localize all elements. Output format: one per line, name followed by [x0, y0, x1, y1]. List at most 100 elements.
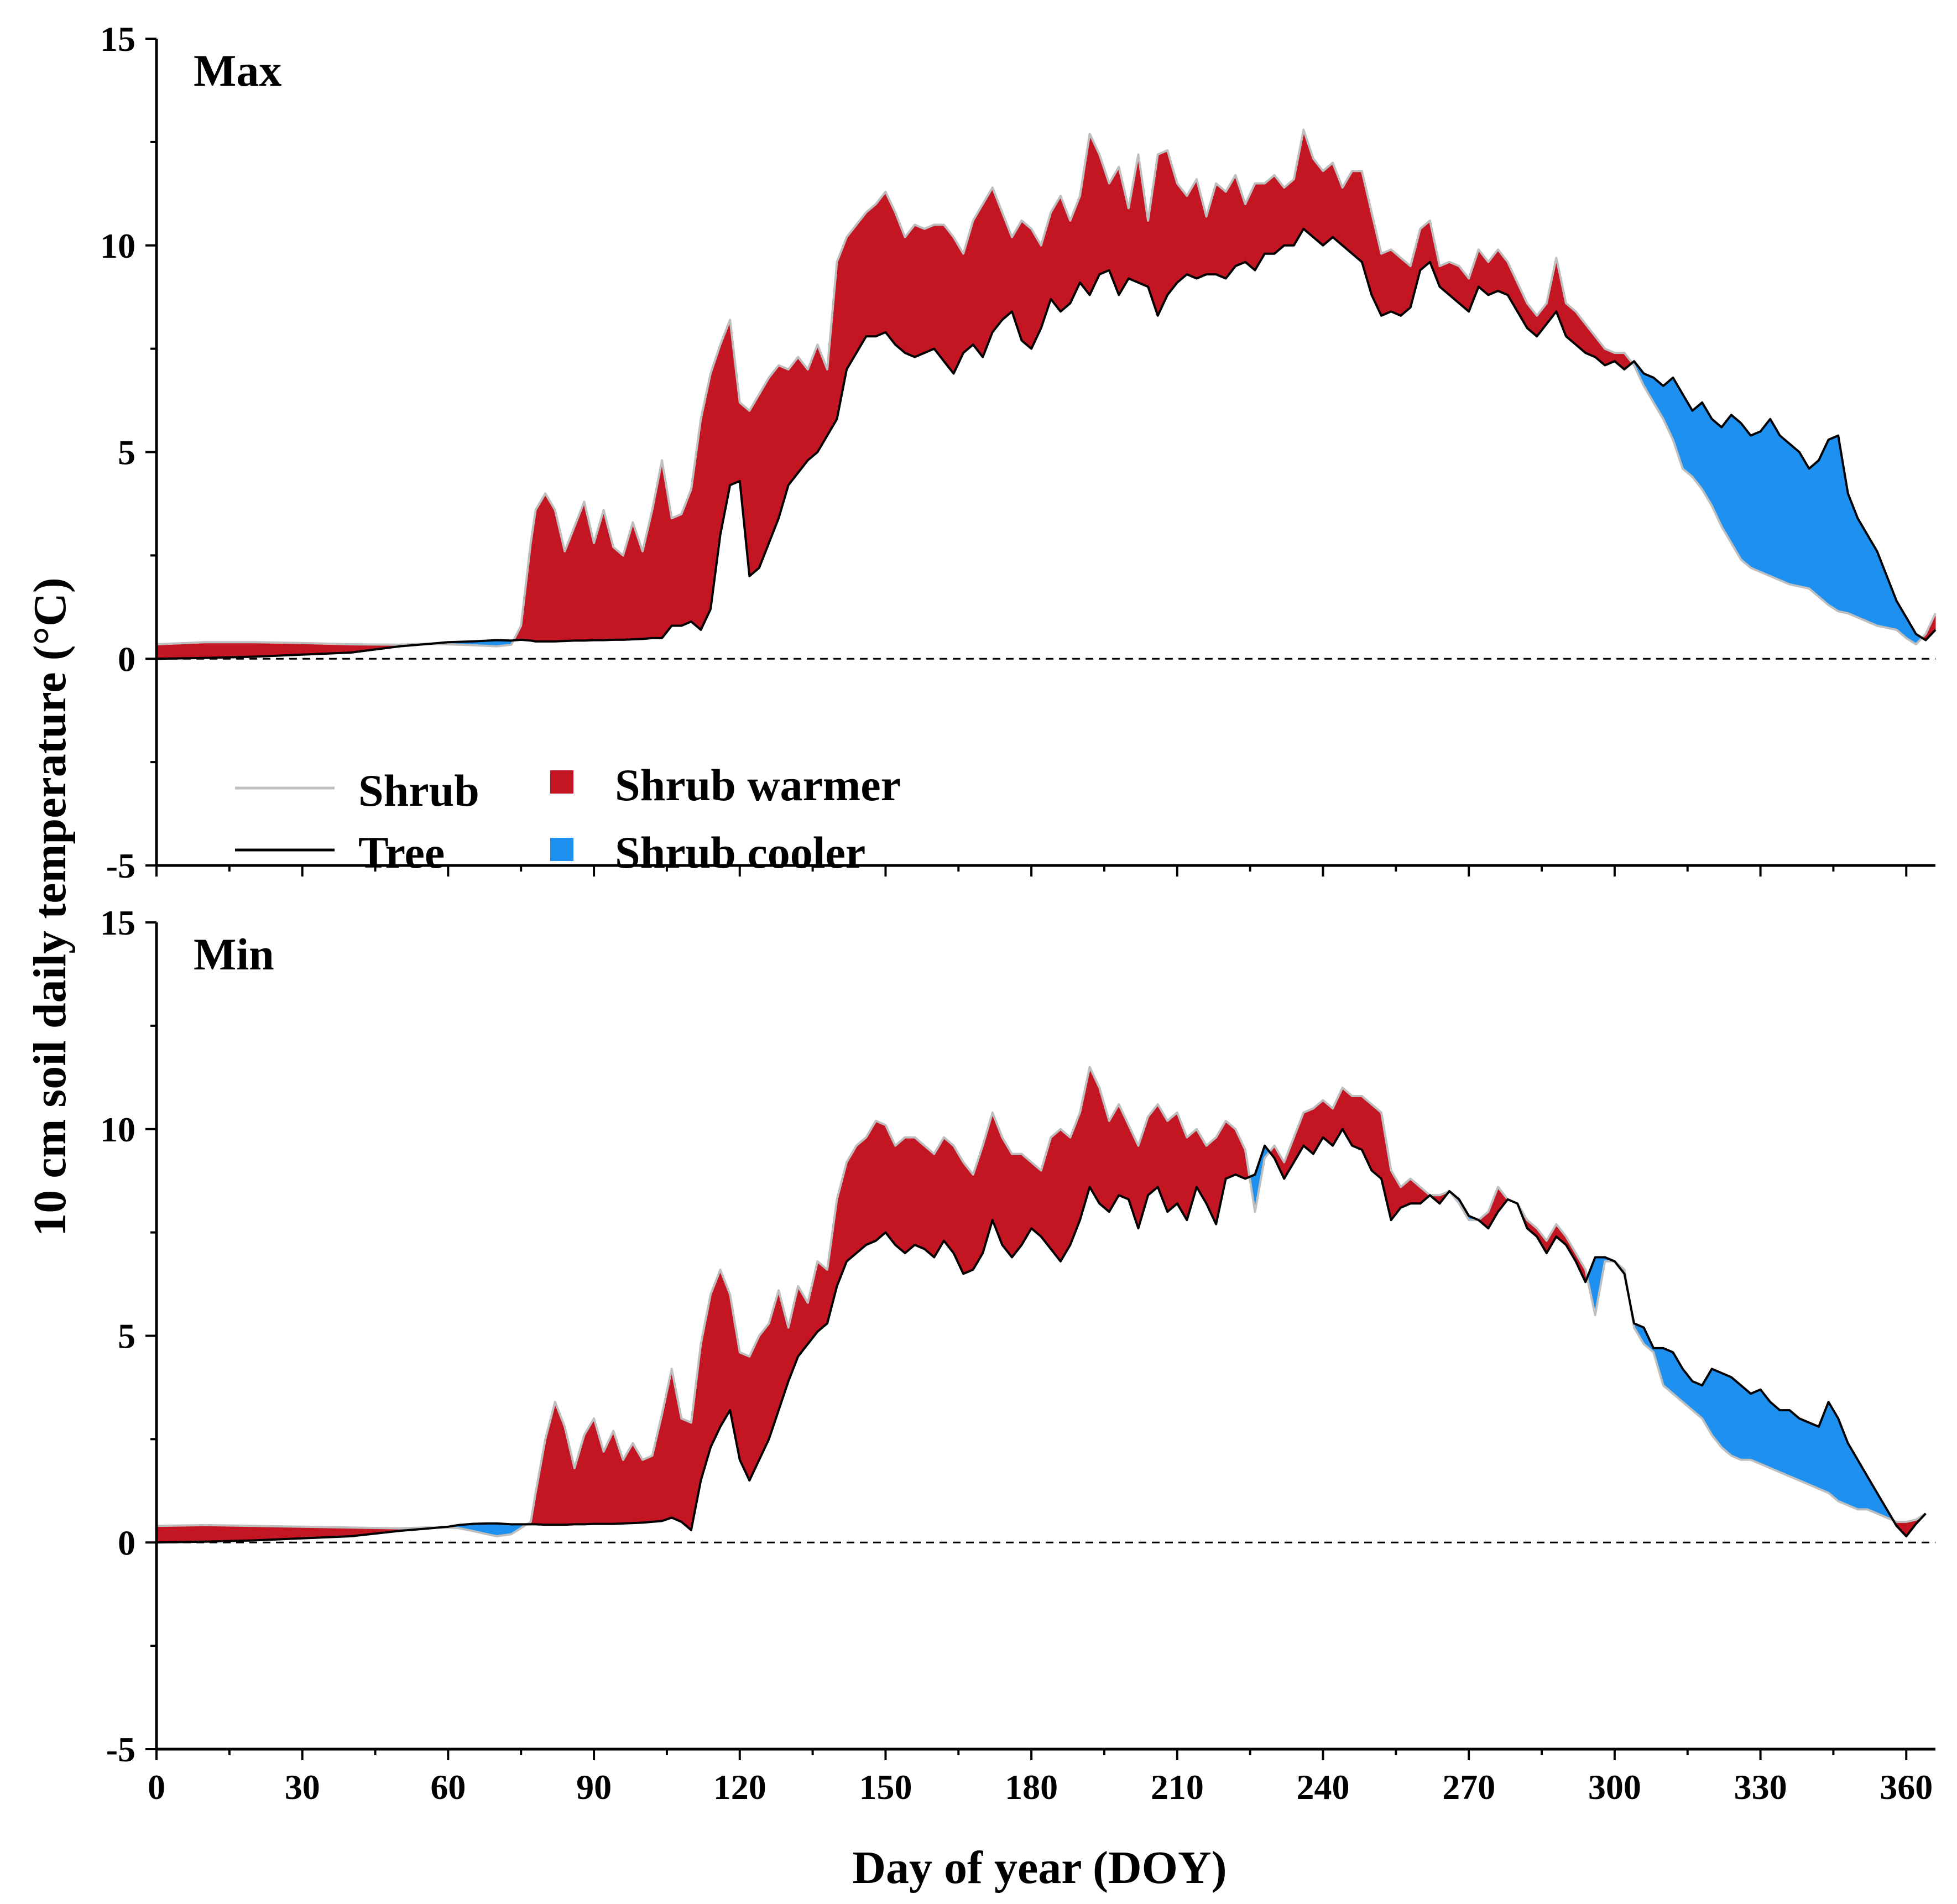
- shrub-warmer-area: [1157, 150, 1168, 316]
- shrub-warmer-area: [613, 546, 624, 640]
- shrub-warmer-area: [1323, 162, 1333, 246]
- shrub-warmer-area: [759, 377, 769, 568]
- shrub-warmer-area: [807, 1261, 818, 1345]
- panel-max: -5 0 5 10 15 Max: [100, 19, 1937, 885]
- shrub-cooler-area: [1886, 576, 1897, 630]
- y-tick-label: 15: [100, 19, 135, 59]
- shrub-warmer-area: [535, 492, 546, 642]
- x-tick-label: 210: [1151, 1767, 1204, 1807]
- shrub-line: [156, 1066, 1927, 1537]
- shrub-warmer-area: [1206, 1136, 1217, 1224]
- shrub-warmer-area: [1468, 249, 1479, 312]
- shrub-warmer-area: [914, 224, 925, 358]
- shrub-cooler-area: [1740, 422, 1751, 568]
- shrub-warmer-area: [933, 224, 944, 362]
- y-tick-label: 0: [118, 639, 135, 679]
- y-tick-label: 5: [118, 1317, 135, 1356]
- shrub-cooler-area: [1760, 418, 1771, 577]
- shrub-warmer-area: [797, 356, 808, 474]
- y-tick-label: 0: [118, 1523, 135, 1562]
- tree-line: [156, 227, 1937, 660]
- shrub-warmer-area: [1011, 1154, 1022, 1258]
- shrub-warmer-area: [807, 344, 818, 461]
- shrub-warmer-area: [1128, 154, 1139, 283]
- shrub-line: [156, 128, 1937, 648]
- shrub-warmer-area: [846, 223, 857, 371]
- shrub-warmer-area: [943, 223, 954, 374]
- x-axis-title: Day of year (DOY): [852, 1842, 1227, 1893]
- shrub-warmer-area: [642, 1455, 653, 1523]
- shrub-cooler-area: [1809, 460, 1819, 598]
- y-tick-label: -5: [106, 1730, 135, 1769]
- shrub-warmer-area: [720, 320, 730, 535]
- shrub-warmer-area: [1381, 249, 1392, 316]
- shrub-warmer-area: [982, 1112, 993, 1254]
- x-tick-label: 180: [1005, 1767, 1058, 1807]
- legend-shrub-label: Shrub: [358, 765, 479, 816]
- shrub-warmer-area: [1060, 1128, 1071, 1263]
- shrub-warmer-area: [905, 1137, 915, 1254]
- shrub-warmer-area: [788, 356, 799, 486]
- shrub-cooler-area: [1731, 1376, 1741, 1460]
- shrub-warmer-area: [156, 1525, 206, 1543]
- shrub-warmer-area: [1050, 195, 1061, 312]
- shrub-warmer-area: [1118, 1104, 1129, 1200]
- shrub-warmer-area: [1167, 150, 1178, 296]
- panel-label: Max: [194, 45, 281, 96]
- shrub-cooler-area: [1799, 1418, 1809, 1485]
- x-tick-label: 300: [1588, 1767, 1641, 1807]
- shrub-cooler-area: [1731, 414, 1741, 561]
- shrub-warmer-area: [865, 1119, 876, 1245]
- shrub-warmer-area: [1089, 1067, 1100, 1205]
- shrub-warmer-area: [729, 320, 740, 486]
- shrub-warmer-area: [1371, 1103, 1382, 1180]
- shrub-warmer-area: [933, 1136, 944, 1259]
- shrub-warmer-area: [963, 1161, 974, 1275]
- x-tick-label: 270: [1442, 1767, 1495, 1807]
- shrub-cooler-area: [1779, 435, 1790, 585]
- shrub-cooler-area: [1779, 1410, 1790, 1477]
- shrub-cooler-area: [1828, 435, 1839, 612]
- shrub-warmer-area: [1235, 1129, 1246, 1180]
- shrub-warmer-area: [1351, 170, 1363, 263]
- shrub-warmer-area: [973, 1145, 983, 1271]
- shrub-warmer-area: [778, 364, 789, 519]
- y-tick-label: 5: [118, 433, 135, 472]
- shrub-warmer-area: [875, 191, 886, 337]
- shrub-warmer-area: [1410, 228, 1421, 308]
- shrub-warmer-area: [1099, 154, 1110, 275]
- shrub-warmer-area: [1283, 179, 1295, 246]
- shrub-warmer-area: [769, 364, 779, 544]
- shrub-warmer-area: [710, 1269, 721, 1448]
- shrub-warmer-area: [1001, 1136, 1013, 1258]
- shrub-warmer-area: [564, 1426, 575, 1525]
- legend: Shrub Tree Shrub warmer Shrub cooler: [235, 760, 901, 878]
- shrub-cooler-area: [1721, 414, 1732, 544]
- shrub-cooler-area: [1750, 431, 1761, 573]
- shrub-cooler-area: [1789, 443, 1800, 587]
- shrub-warmer-area: [1011, 220, 1022, 341]
- shrub-warmer-area: [1089, 133, 1100, 295]
- shrub-warmer-area: [1001, 212, 1013, 321]
- x-tick-label: 60: [430, 1767, 466, 1807]
- x-tick-label: 30: [285, 1767, 320, 1807]
- shrub-warmer-area: [1313, 158, 1323, 246]
- shrub-warmer-area: [603, 1431, 614, 1525]
- y-tick-label: 10: [100, 1110, 135, 1149]
- shrub-warmer-area: [924, 224, 935, 353]
- shrub-warmer-area: [1167, 1112, 1178, 1213]
- shrub-warmer-area: [895, 1136, 906, 1254]
- shrub-warmer-area: [924, 1145, 935, 1258]
- shrub-warmer-area: [973, 203, 983, 358]
- legend-warmer-swatch: [550, 770, 573, 794]
- shrub-warmer-area: [885, 191, 896, 346]
- shrub-warmer-area: [856, 1136, 867, 1254]
- shrub-cooler-area: [1799, 451, 1809, 589]
- shrub-warmer-area: [1147, 1103, 1158, 1196]
- shrub-warmer-area: [1391, 249, 1401, 316]
- legend-warmer-label: Shrub warmer: [615, 760, 901, 810]
- shrub-warmer-area: [1245, 183, 1255, 271]
- shrub-warmer-area: [759, 1322, 769, 1460]
